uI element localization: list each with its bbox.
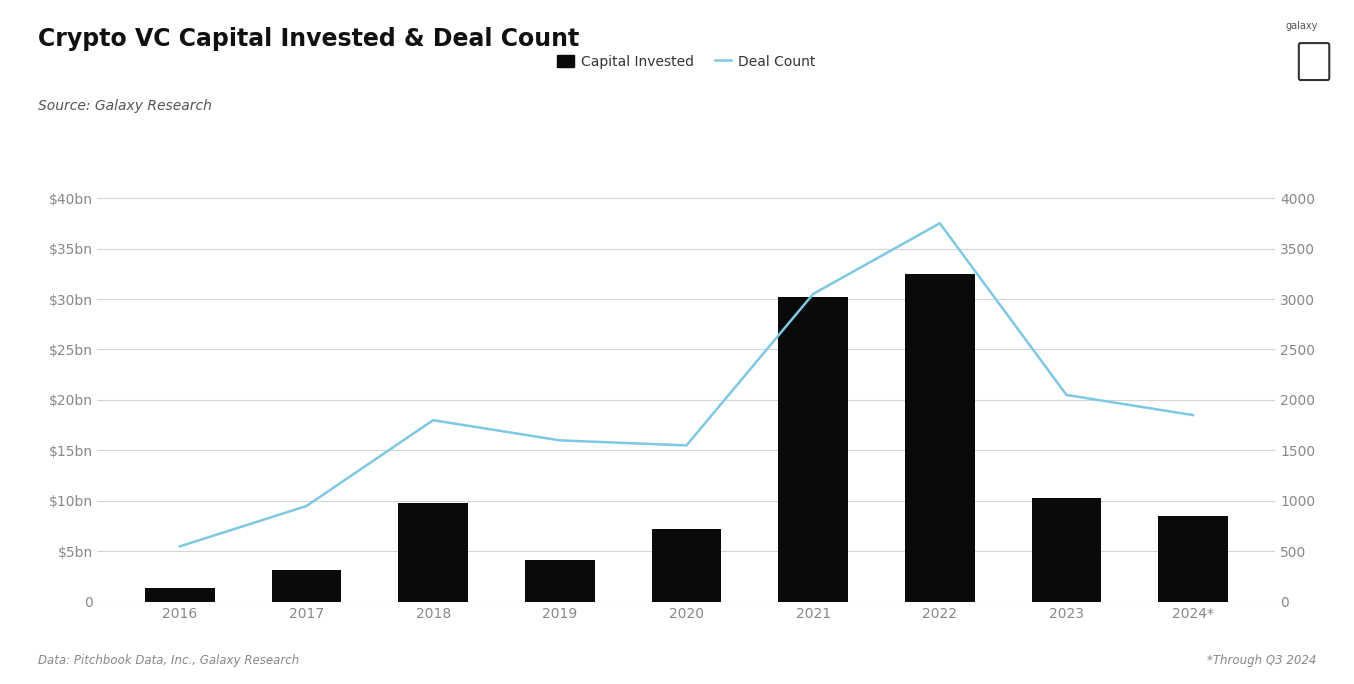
Bar bbox=[398, 503, 468, 602]
Bar bbox=[779, 297, 848, 602]
Bar bbox=[145, 588, 215, 602]
Legend: Capital Invested, Deal Count: Capital Invested, Deal Count bbox=[551, 49, 822, 74]
Bar bbox=[1032, 498, 1101, 602]
FancyBboxPatch shape bbox=[1298, 43, 1330, 80]
Text: Data: Pitchbook Data, Inc., Galaxy Research: Data: Pitchbook Data, Inc., Galaxy Resea… bbox=[38, 654, 299, 667]
Bar bbox=[904, 274, 975, 602]
Bar bbox=[1158, 516, 1228, 602]
Bar bbox=[525, 560, 594, 602]
Text: galaxy: galaxy bbox=[1285, 21, 1317, 31]
Bar bbox=[272, 570, 341, 602]
Bar bbox=[651, 529, 722, 602]
Text: Source: Galaxy Research: Source: Galaxy Research bbox=[38, 99, 211, 113]
Text: Crypto VC Capital Invested & Deal Count: Crypto VC Capital Invested & Deal Count bbox=[38, 27, 580, 51]
Text: *Through Q3 2024: *Through Q3 2024 bbox=[1206, 654, 1316, 667]
